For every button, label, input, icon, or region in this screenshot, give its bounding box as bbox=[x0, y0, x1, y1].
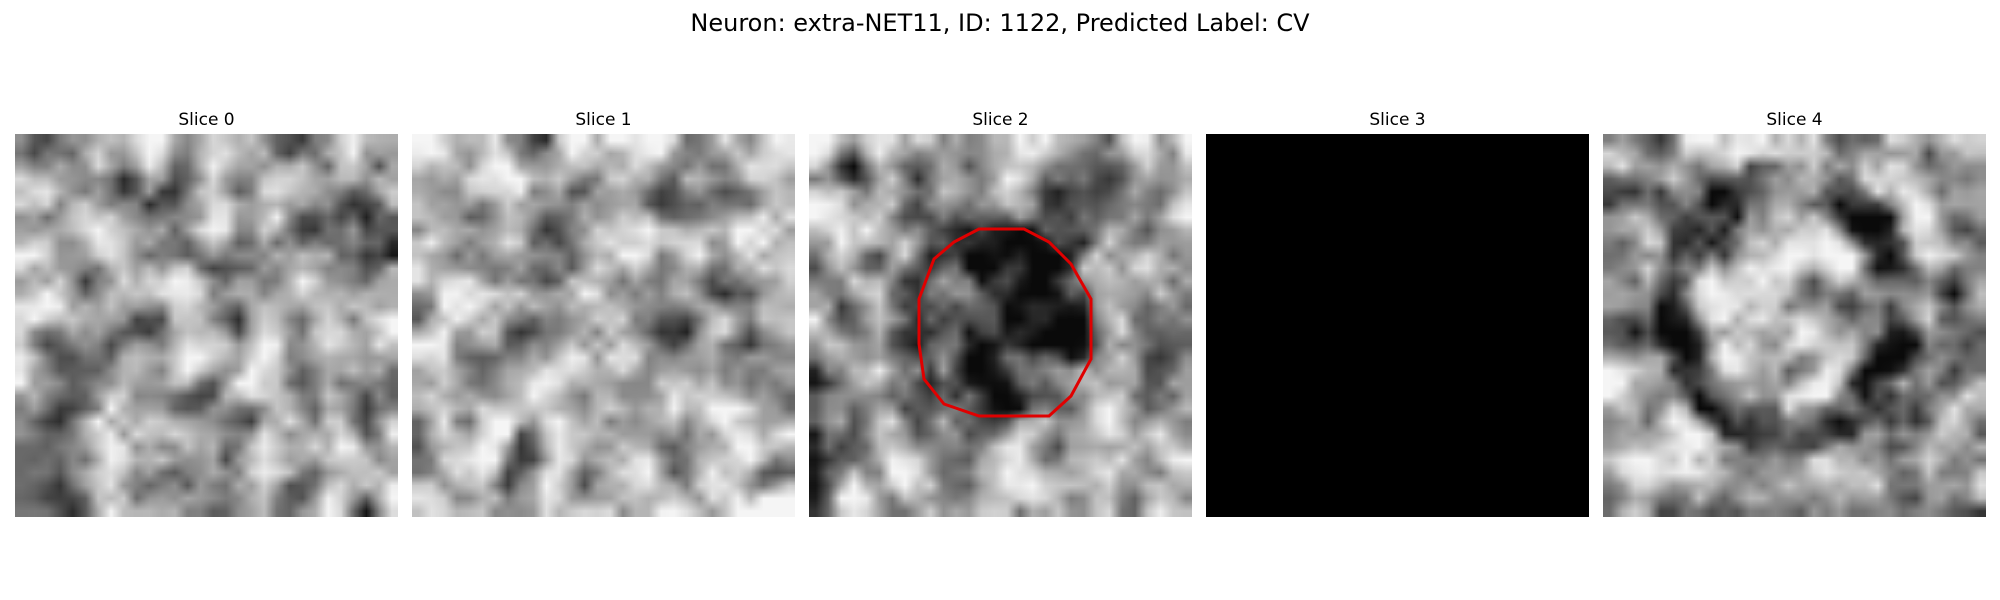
slice-panel-1: Slice 1 bbox=[412, 108, 795, 517]
slice-title: Slice 4 bbox=[1766, 110, 1823, 130]
slice-title: Slice 2 bbox=[972, 110, 1029, 130]
slice-canvas bbox=[412, 134, 795, 517]
slice-panel-3: Slice 3 bbox=[1206, 108, 1589, 517]
slice-image bbox=[412, 134, 795, 517]
slice-title: Slice 1 bbox=[575, 110, 632, 130]
figure-title: Neuron: extra-NET11, ID: 1122, Predicted… bbox=[690, 9, 1310, 37]
slice-canvas bbox=[1206, 134, 1589, 517]
slice-image bbox=[1206, 134, 1589, 517]
slice-canvas bbox=[1603, 134, 1986, 517]
slice-image bbox=[15, 134, 398, 517]
slice-title: Slice 0 bbox=[178, 110, 235, 130]
slice-title: Slice 3 bbox=[1369, 110, 1426, 130]
slice-canvas bbox=[809, 134, 1192, 517]
slice-panel-2: Slice 2 bbox=[809, 108, 1192, 517]
slice-image bbox=[1603, 134, 1986, 517]
contour-outline bbox=[917, 227, 1093, 418]
slice-image bbox=[809, 134, 1192, 517]
slice-panel-0: Slice 0 bbox=[15, 108, 398, 517]
segmentation-contour bbox=[917, 227, 1093, 418]
slice-panel-4: Slice 4 bbox=[1603, 108, 1986, 517]
slice-canvas bbox=[15, 134, 398, 517]
